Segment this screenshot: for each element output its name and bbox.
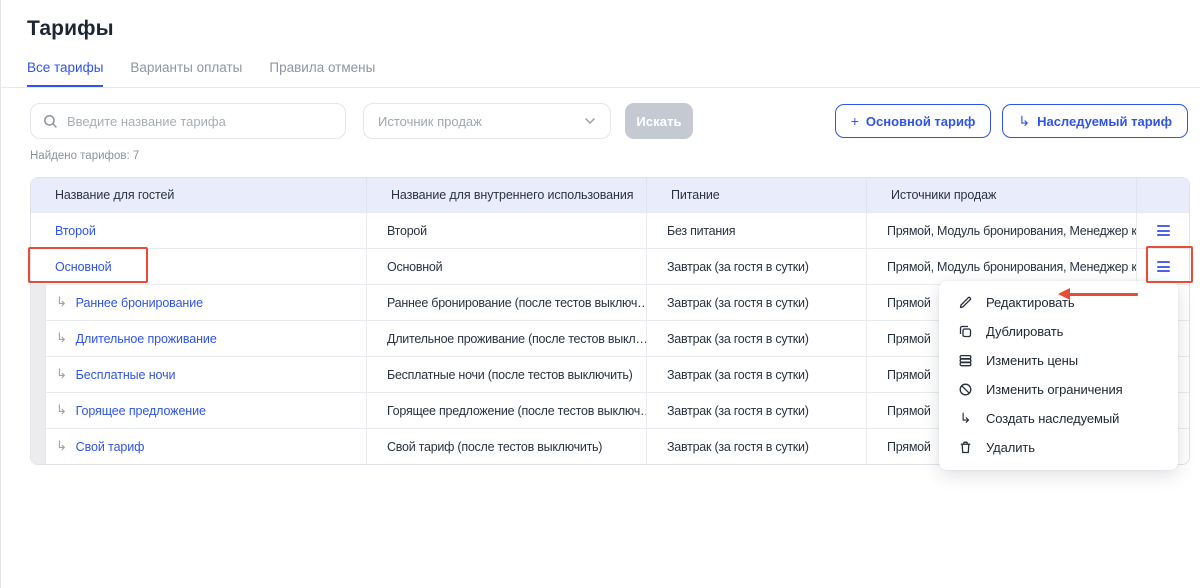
tabs-bar: Все тарифы Варианты оплаты Правила отмен… — [27, 60, 375, 87]
menu-item-delete[interactable]: Удалить — [939, 433, 1178, 462]
inherit-arrow-icon: ↳ — [1018, 113, 1031, 129]
tariff-link[interactable]: Горящее предложение — [75, 403, 206, 418]
child-indent-strip — [31, 321, 46, 356]
row-context-menu: Редактировать Дублировать Изменить цены — [939, 281, 1178, 470]
chevron-down-icon — [584, 117, 596, 125]
plus-icon: + — [850, 113, 859, 129]
child-indent-strip — [31, 429, 46, 464]
tabs-divider — [0, 87, 1200, 88]
table-row: Второй Второй Без питания Прямой, Модуль… — [31, 212, 1189, 248]
child-arrow-icon: ↳ — [56, 331, 67, 346]
col-actions — [1136, 178, 1189, 212]
tariff-link[interactable]: Бесплатные ночи — [75, 367, 176, 382]
menu-item-edit[interactable]: Редактировать — [939, 288, 1178, 317]
source-select[interactable]: Источник продаж — [363, 103, 611, 139]
ban-icon — [957, 382, 974, 397]
col-internal-name: Название для внутреннего использования — [366, 178, 646, 212]
search-icon — [43, 114, 58, 129]
page-title: Тарифы — [27, 17, 114, 40]
col-sources: Источники продаж — [866, 178, 1136, 212]
tariff-link[interactable]: Раннее бронирование — [75, 295, 203, 310]
tariff-link[interactable]: Свой тариф — [75, 439, 145, 454]
tab-all-tariffs[interactable]: Все тарифы — [27, 60, 104, 87]
top-actions: + Основной тариф ↳ Наследуемый тариф — [834, 104, 1188, 138]
tariff-link[interactable]: Второй — [55, 223, 96, 238]
tariffs-table: Название для гостей Название для внутрен… — [30, 177, 1190, 465]
child-arrow-icon: ↳ — [56, 403, 67, 418]
col-guest-name: Название для гостей — [55, 188, 175, 202]
tariff-link[interactable]: Основной — [55, 259, 112, 274]
search-input[interactable] — [67, 113, 333, 129]
menu-item-change-prices[interactable]: Изменить цены — [939, 346, 1178, 375]
duplicate-icon — [957, 324, 974, 339]
tariff-link[interactable]: Длительное проживание — [75, 331, 217, 346]
page-left-divider — [0, 0, 1, 588]
menu-item-duplicate[interactable]: Дублировать — [939, 317, 1178, 346]
source-select-placeholder: Источник продаж — [378, 113, 482, 129]
results-count: Найдено тарифов: 7 — [30, 150, 140, 162]
row-menu-button[interactable] — [1153, 221, 1174, 240]
child-arrow-icon: ↳ — [56, 295, 67, 310]
search-input-wrapper — [30, 103, 346, 139]
col-meals: Питание — [646, 178, 866, 212]
tab-payment-options[interactable]: Варианты оплаты — [130, 60, 243, 75]
menu-item-create-inherited[interactable]: ↳ Создать наследуемый — [939, 404, 1178, 433]
inherit-icon: ↳ — [959, 410, 972, 427]
table-row: Основной Основной Завтрак (за гостя в су… — [31, 248, 1189, 284]
add-inherited-tariff-button[interactable]: ↳ Наследуемый тариф — [1002, 104, 1188, 138]
prices-icon — [957, 353, 974, 368]
add-primary-tariff-button[interactable]: + Основной тариф — [834, 104, 992, 138]
search-button[interactable]: Искать — [625, 103, 693, 139]
pencil-icon — [957, 295, 974, 310]
child-indent-strip — [31, 285, 46, 320]
child-arrow-icon: ↳ — [56, 367, 67, 382]
row-menu-button[interactable] — [1153, 257, 1174, 276]
trash-icon — [957, 440, 974, 455]
table-header: Название для гостей Название для внутрен… — [31, 178, 1189, 212]
child-arrow-icon: ↳ — [56, 439, 67, 454]
child-indent-strip — [31, 357, 46, 392]
menu-item-change-restrictions[interactable]: Изменить ограничения — [939, 375, 1178, 404]
child-indent-strip — [31, 393, 46, 428]
tab-cancellation-rules[interactable]: Правила отмены — [269, 60, 376, 75]
